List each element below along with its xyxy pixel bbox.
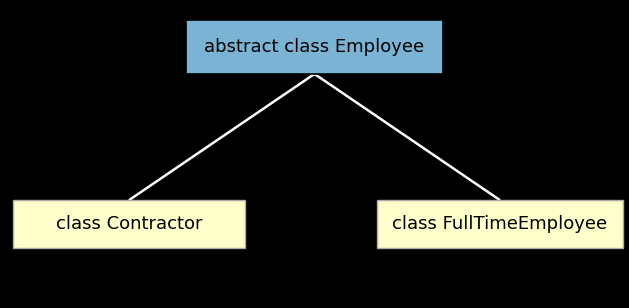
Text: class Contractor: class Contractor xyxy=(56,215,202,233)
Text: abstract class Employee: abstract class Employee xyxy=(204,38,425,56)
FancyBboxPatch shape xyxy=(186,20,443,74)
Text: class FullTimeEmployee: class FullTimeEmployee xyxy=(392,215,608,233)
FancyBboxPatch shape xyxy=(377,200,623,248)
FancyBboxPatch shape xyxy=(13,200,245,248)
